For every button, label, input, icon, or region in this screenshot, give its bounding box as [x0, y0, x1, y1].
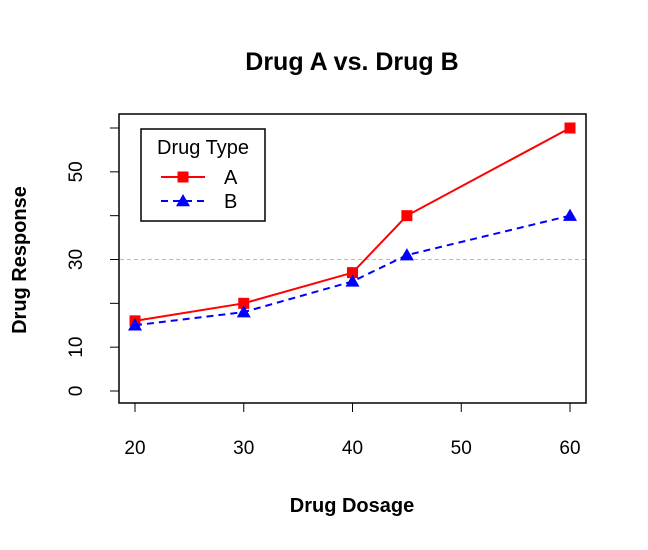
data-point	[401, 210, 413, 222]
x-axis: 20 30 40 50 60	[124, 402, 581, 459]
data-point	[236, 305, 251, 318]
chart-title: Drug A vs. Drug B	[245, 48, 458, 76]
x-tick-label: 60	[559, 438, 580, 459]
legend-label: A	[224, 167, 238, 189]
legend-marker	[177, 171, 189, 183]
legend-box	[140, 128, 266, 222]
data-point	[399, 248, 414, 261]
y-tick-label: 30	[66, 249, 87, 270]
data-point	[563, 208, 577, 221]
legend-item-b: B	[161, 191, 237, 213]
legend-label: B	[224, 191, 237, 213]
x-axis-label: Drug Dosage	[290, 495, 414, 517]
y-tick-label: 0	[66, 386, 87, 397]
legend-marker	[176, 194, 190, 207]
legend-title: Drug Type	[157, 137, 249, 159]
y-tick-label: 10	[66, 337, 87, 358]
data-point	[128, 318, 142, 331]
series-b	[128, 208, 577, 331]
series-layer	[128, 122, 577, 331]
x-tick-label: 50	[451, 438, 472, 459]
x-tick-label: 30	[233, 438, 254, 459]
data-point	[347, 267, 358, 279]
y-axis: 0 10 30 50	[66, 127, 120, 397]
x-tick-label: 40	[342, 438, 363, 459]
data-point	[564, 122, 576, 134]
legend: Drug Type AB	[140, 128, 266, 222]
y-tick-label: 50	[66, 161, 87, 182]
x-tick-label: 20	[124, 438, 145, 459]
legend-item-a: A	[161, 167, 238, 189]
data-point	[345, 274, 360, 287]
y-axis-label: Drug Response	[9, 186, 31, 334]
data-point	[238, 297, 250, 309]
